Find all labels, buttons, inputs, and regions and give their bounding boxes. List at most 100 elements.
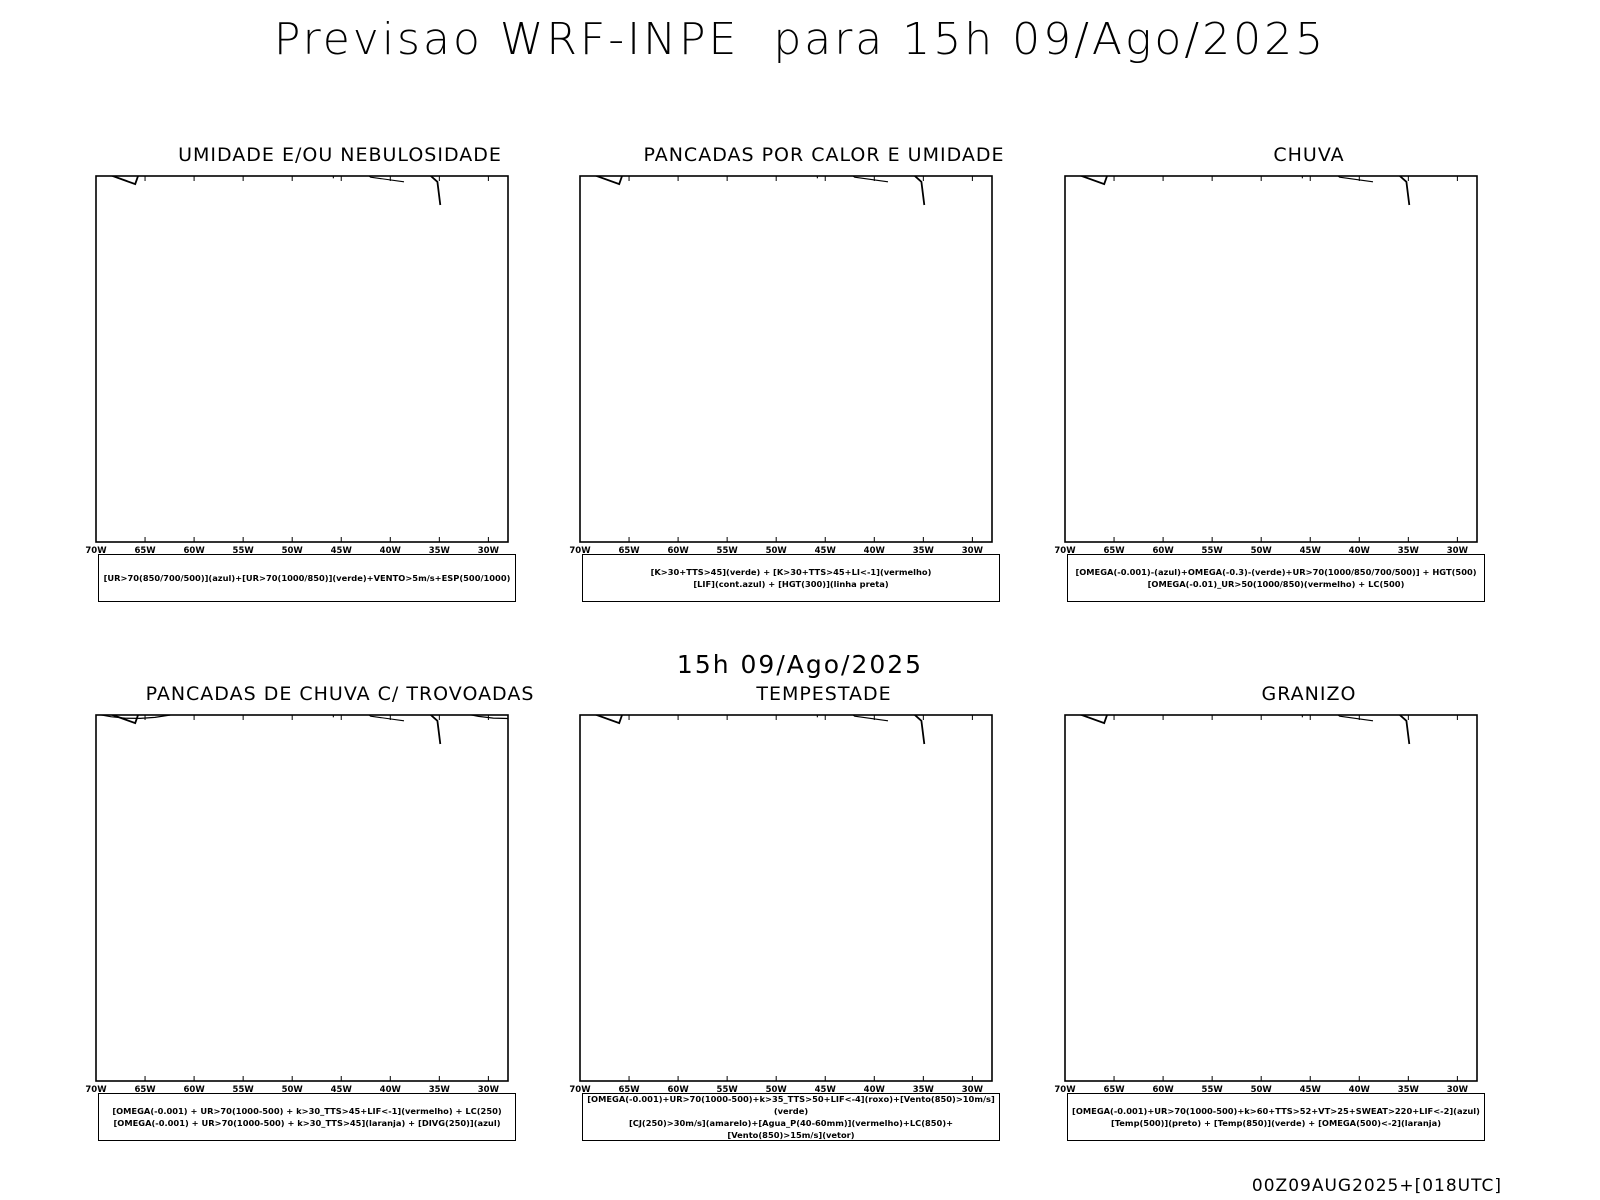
lon-tick-label: 60W	[667, 546, 689, 556]
panel-pancadas-trovoadas: PANCADAS DE CHUVA C/ TROVOADAS 12S15S18S…	[80, 683, 600, 1183]
map-pancadas-calor: 9600960096009520952095209440944093609280…	[569, 175, 993, 556]
lon-tick-label: 65W	[618, 546, 640, 556]
lon-tick-label: 70W	[569, 1085, 591, 1095]
legend-line: [OMEGA(-0.001)-(azul)+OMEGA(-0.3)-(verde…	[1075, 567, 1477, 577]
lon-tick-label: 30W	[962, 1085, 984, 1095]
lon-tick-label: 35W	[429, 546, 451, 556]
legend-line: [OMEGA(-0.001)+UR>70(1000-500)+k>60+TTS>…	[1072, 1106, 1480, 1116]
lon-tick-label: 55W	[717, 546, 739, 556]
axes: 12S15S18S21S24S27S30S33S36S39S42S70W65W6…	[569, 714, 993, 1095]
lon-tick-label: 45W	[815, 546, 837, 556]
lon-tick-label: 55W	[717, 1085, 739, 1095]
legend-line: [Temp(500)](preto) + [Temp(850)](verde) …	[1110, 1118, 1442, 1128]
panel-title: PANCADAS DE CHUVA C/ TROVOADAS	[145, 683, 535, 705]
lon-tick-label: 35W	[913, 546, 935, 556]
lon-tick-label: 40W	[864, 1085, 886, 1095]
lon-tick-label: 60W	[1152, 1085, 1174, 1095]
panel-title: CHUVA	[1273, 144, 1345, 166]
lon-tick-label: 40W	[380, 1085, 402, 1095]
geography	[594, 715, 926, 745]
lon-tick-label: 60W	[183, 1085, 205, 1095]
lon-tick-label: 45W	[1300, 1085, 1322, 1095]
geography	[594, 176, 926, 206]
lon-tick-label: 50W	[282, 546, 304, 556]
lon-tick-label: 65W	[134, 1085, 156, 1095]
lon-tick-label: 35W	[429, 1085, 451, 1095]
lon-tick-label: 35W	[913, 1085, 935, 1095]
geography	[1079, 715, 1411, 745]
lon-tick-label: 50W	[766, 546, 788, 556]
lon-tick-label: 45W	[331, 546, 353, 556]
lon-tick-label: 35W	[1398, 546, 1420, 556]
lon-tick-label: 50W	[1251, 546, 1273, 556]
map-chuva: 58257957657357056756456155812S15S18S21S2…	[1054, 170, 1479, 556]
geography	[110, 715, 442, 745]
mid-date-label: 15h 09/Ago/2025	[676, 650, 924, 679]
lon-tick-label: 40W	[1349, 546, 1371, 556]
legend-line: [K>30+TTS>45](verde) + [K>30+TTS>45+LI<-…	[650, 567, 932, 577]
lon-tick-label: 40W	[864, 546, 886, 556]
geography	[1079, 176, 1411, 206]
axes: 12S15S18S21S24S27S30S33S36S39S42S70W65W6…	[569, 175, 993, 556]
panel-pancadas-calor: PANCADAS POR CALOR E UMIDADE 96009600960…	[564, 144, 1084, 644]
lon-tick-label: 60W	[1152, 546, 1174, 556]
lon-tick-label: 30W	[1447, 546, 1469, 556]
map-tempestade: 12S15S18S21S24S27S30S33S36S39S42S70W65W6…	[569, 714, 993, 1095]
lon-tick-label: 30W	[1447, 1085, 1469, 1095]
panel-title: UMIDADE E/OU NEBULOSIDADE	[178, 144, 502, 166]
axes: 12S15S18S21S24S27S30S33S36S39S42S70W65W6…	[85, 714, 509, 1095]
lon-tick-label: 45W	[331, 1085, 353, 1095]
axes: 12S15S18S21S24S27S30S33S36S39S42S70W65W6…	[85, 175, 509, 556]
legend-pancadas-trovoadas: [OMEGA(-0.001) + UR>70(1000-500) + k>30_…	[98, 1093, 516, 1141]
legend-line: [OMEGA(-0.001) + UR>70(1000-500) + k>30_…	[113, 1118, 501, 1128]
panel-chuva: CHUVA 58257957657357056756456155812S15S1…	[1049, 144, 1569, 644]
lon-tick-label: 65W	[618, 1085, 640, 1095]
lon-tick-label: 70W	[1054, 546, 1076, 556]
legend-granizo: [OMEGA(-0.001)+UR>70(1000-500)+k>60+TTS>…	[1067, 1093, 1485, 1141]
run-timestamp: 00Z09AUG2025+[018UTC]	[1251, 1176, 1502, 1196]
panel-granizo: GRANIZO -12-15-18-18-15-12-15-18-1215121…	[1049, 683, 1569, 1183]
lon-tick-label: 40W	[1349, 1085, 1371, 1095]
lon-tick-label: 55W	[1202, 546, 1224, 556]
map-umidade: 1016101210201012101610121020102410121008…	[85, 175, 509, 556]
legend-tempestade: [OMEGA(-0.001)+UR>70(1000-500)+k>35_TTS>…	[582, 1093, 1000, 1141]
lon-tick-label: 60W	[183, 546, 205, 556]
lon-tick-label: 65W	[134, 546, 156, 556]
lon-tick-label: 35W	[1398, 1085, 1420, 1095]
lon-tick-label: 60W	[667, 1085, 689, 1095]
lon-tick-label: 50W	[766, 1085, 788, 1095]
geography	[110, 176, 442, 206]
lon-tick-label: 55W	[233, 1085, 255, 1095]
thunderstorm-fields	[98, 715, 508, 720]
lon-tick-label: 70W	[1054, 1085, 1076, 1095]
panel-title: GRANIZO	[1261, 683, 1357, 705]
lon-tick-label: 30W	[962, 546, 984, 556]
legend-umidade: [UR>70(850/700/500)](azul)+[UR>70(1000/8…	[98, 554, 516, 602]
lon-tick-label: 65W	[1103, 546, 1125, 556]
axes: 12S15S18S21S24S27S30S33S36S39S42S70W65W6…	[1054, 714, 1478, 1095]
legend-line: [OMEGA(-0.01)_UR>50(1000/850)(vermelho) …	[1147, 579, 1405, 589]
lon-tick-label: 45W	[815, 1085, 837, 1095]
legend-line: [UR>70(850/700/500)](azul)+[UR>70(1000/8…	[103, 573, 511, 583]
lon-tick-label: 55W	[233, 546, 255, 556]
lon-tick-label: 50W	[282, 1085, 304, 1095]
lon-tick-label: 30W	[478, 546, 500, 556]
lon-tick-label: 40W	[380, 546, 402, 556]
axes: 12S15S18S21S24S27S30S33S36S39S42S70W65W6…	[1054, 175, 1478, 556]
map-granizo: -12-15-18-18-15-12-15-18-12151212S15S18S…	[1054, 714, 1478, 1095]
legend-line: [CJ(250)>30m/s](amarelo)+[Agua_P(40-60mm…	[628, 1118, 954, 1140]
lon-tick-label: 50W	[1251, 1085, 1273, 1095]
legend-line: [OMEGA(-0.001)+UR>70(1000-500)+k>35_TTS>…	[587, 1094, 995, 1116]
lon-tick-label: 30W	[478, 1085, 500, 1095]
panel-title: TEMPESTADE	[756, 683, 892, 705]
lon-tick-label: 45W	[1300, 546, 1322, 556]
legend-pancadas-calor: [K>30+TTS>45](verde) + [K>30+TTS>45+LI<-…	[582, 554, 1000, 602]
panel-umidade: UMIDADE E/OU NEBULOSIDADE 10161012102010…	[80, 144, 600, 644]
map-pancadas-trovoadas: 12S15S18S21S24S27S30S33S36S39S42S70W65W6…	[85, 714, 509, 1095]
lon-tick-label: 65W	[1103, 1085, 1125, 1095]
main-title: Previsao WRF-INPE para 15h 09/Ago/2025	[273, 14, 1327, 65]
lon-tick-label: 70W	[569, 546, 591, 556]
lon-tick-label: 55W	[1202, 1085, 1224, 1095]
lon-tick-label: 70W	[85, 546, 107, 556]
rain-fields	[1060, 170, 1479, 171]
